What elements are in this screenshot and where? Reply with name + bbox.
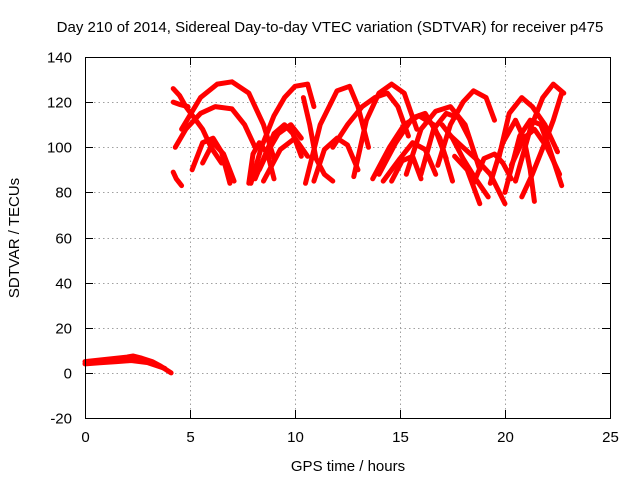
series-line-arc-35 [513,81,567,184]
grid-lines [85,57,610,418]
series-line-arc-33 [508,126,563,177]
series-line-arc-22 [380,140,439,184]
series-line-arc-10 [246,140,277,186]
series-line-arc-7 [179,79,277,161]
axes: -20 0 20 40 60 80 100 120 140 0 5 10 15 20 25 [47,50,619,447]
series-line-arc-19 [351,81,420,180]
series-line-arc-34 [496,95,560,161]
series-line-arc-28 [445,131,508,207]
series-line-arc-11 [248,81,317,186]
series-line-arc-2 [82,358,168,371]
x-tick-label: 0 [81,429,89,446]
x-axis-label: GPS time / hours [291,458,405,475]
y-tick-label: 60 [55,231,72,248]
x-tick-label: 15 [392,429,409,446]
y-tick-label: 40 [55,276,72,293]
y-tick-label: 20 [55,321,72,338]
x-tick-label: 10 [287,429,304,446]
series-line-arc-25 [418,110,472,177]
y-tick-label: 0 [64,366,72,383]
x-tick-label: 5 [186,429,194,446]
chart-title: Day 210 of 2014, Sidereal Day-to-day VTE… [57,19,604,36]
plot-frame [85,57,611,419]
series-line-arc-15 [300,95,336,184]
series-line-arc-14 [261,135,311,184]
series-line-arc-29 [439,122,491,200]
y-tick-label: 120 [47,95,72,112]
data-traces [82,79,567,376]
x-tick-label: 20 [497,429,514,446]
series-line-arc-36 [519,90,565,200]
series-line-arc-6 [172,104,258,150]
y-tick-label: 140 [47,50,72,67]
series-line-arc-9 [200,140,237,184]
y-tick-label: 100 [47,140,72,157]
series-line-arc-23 [389,153,424,184]
series-line-arc-3 [170,169,185,189]
x-tick-label: 25 [602,429,619,446]
y-tick-label: -20 [50,411,72,428]
y-axis-label: SDTVAR / TECUs [6,178,23,298]
series-line-arc-30 [471,151,514,186]
y-tick-label: 80 [55,185,72,202]
